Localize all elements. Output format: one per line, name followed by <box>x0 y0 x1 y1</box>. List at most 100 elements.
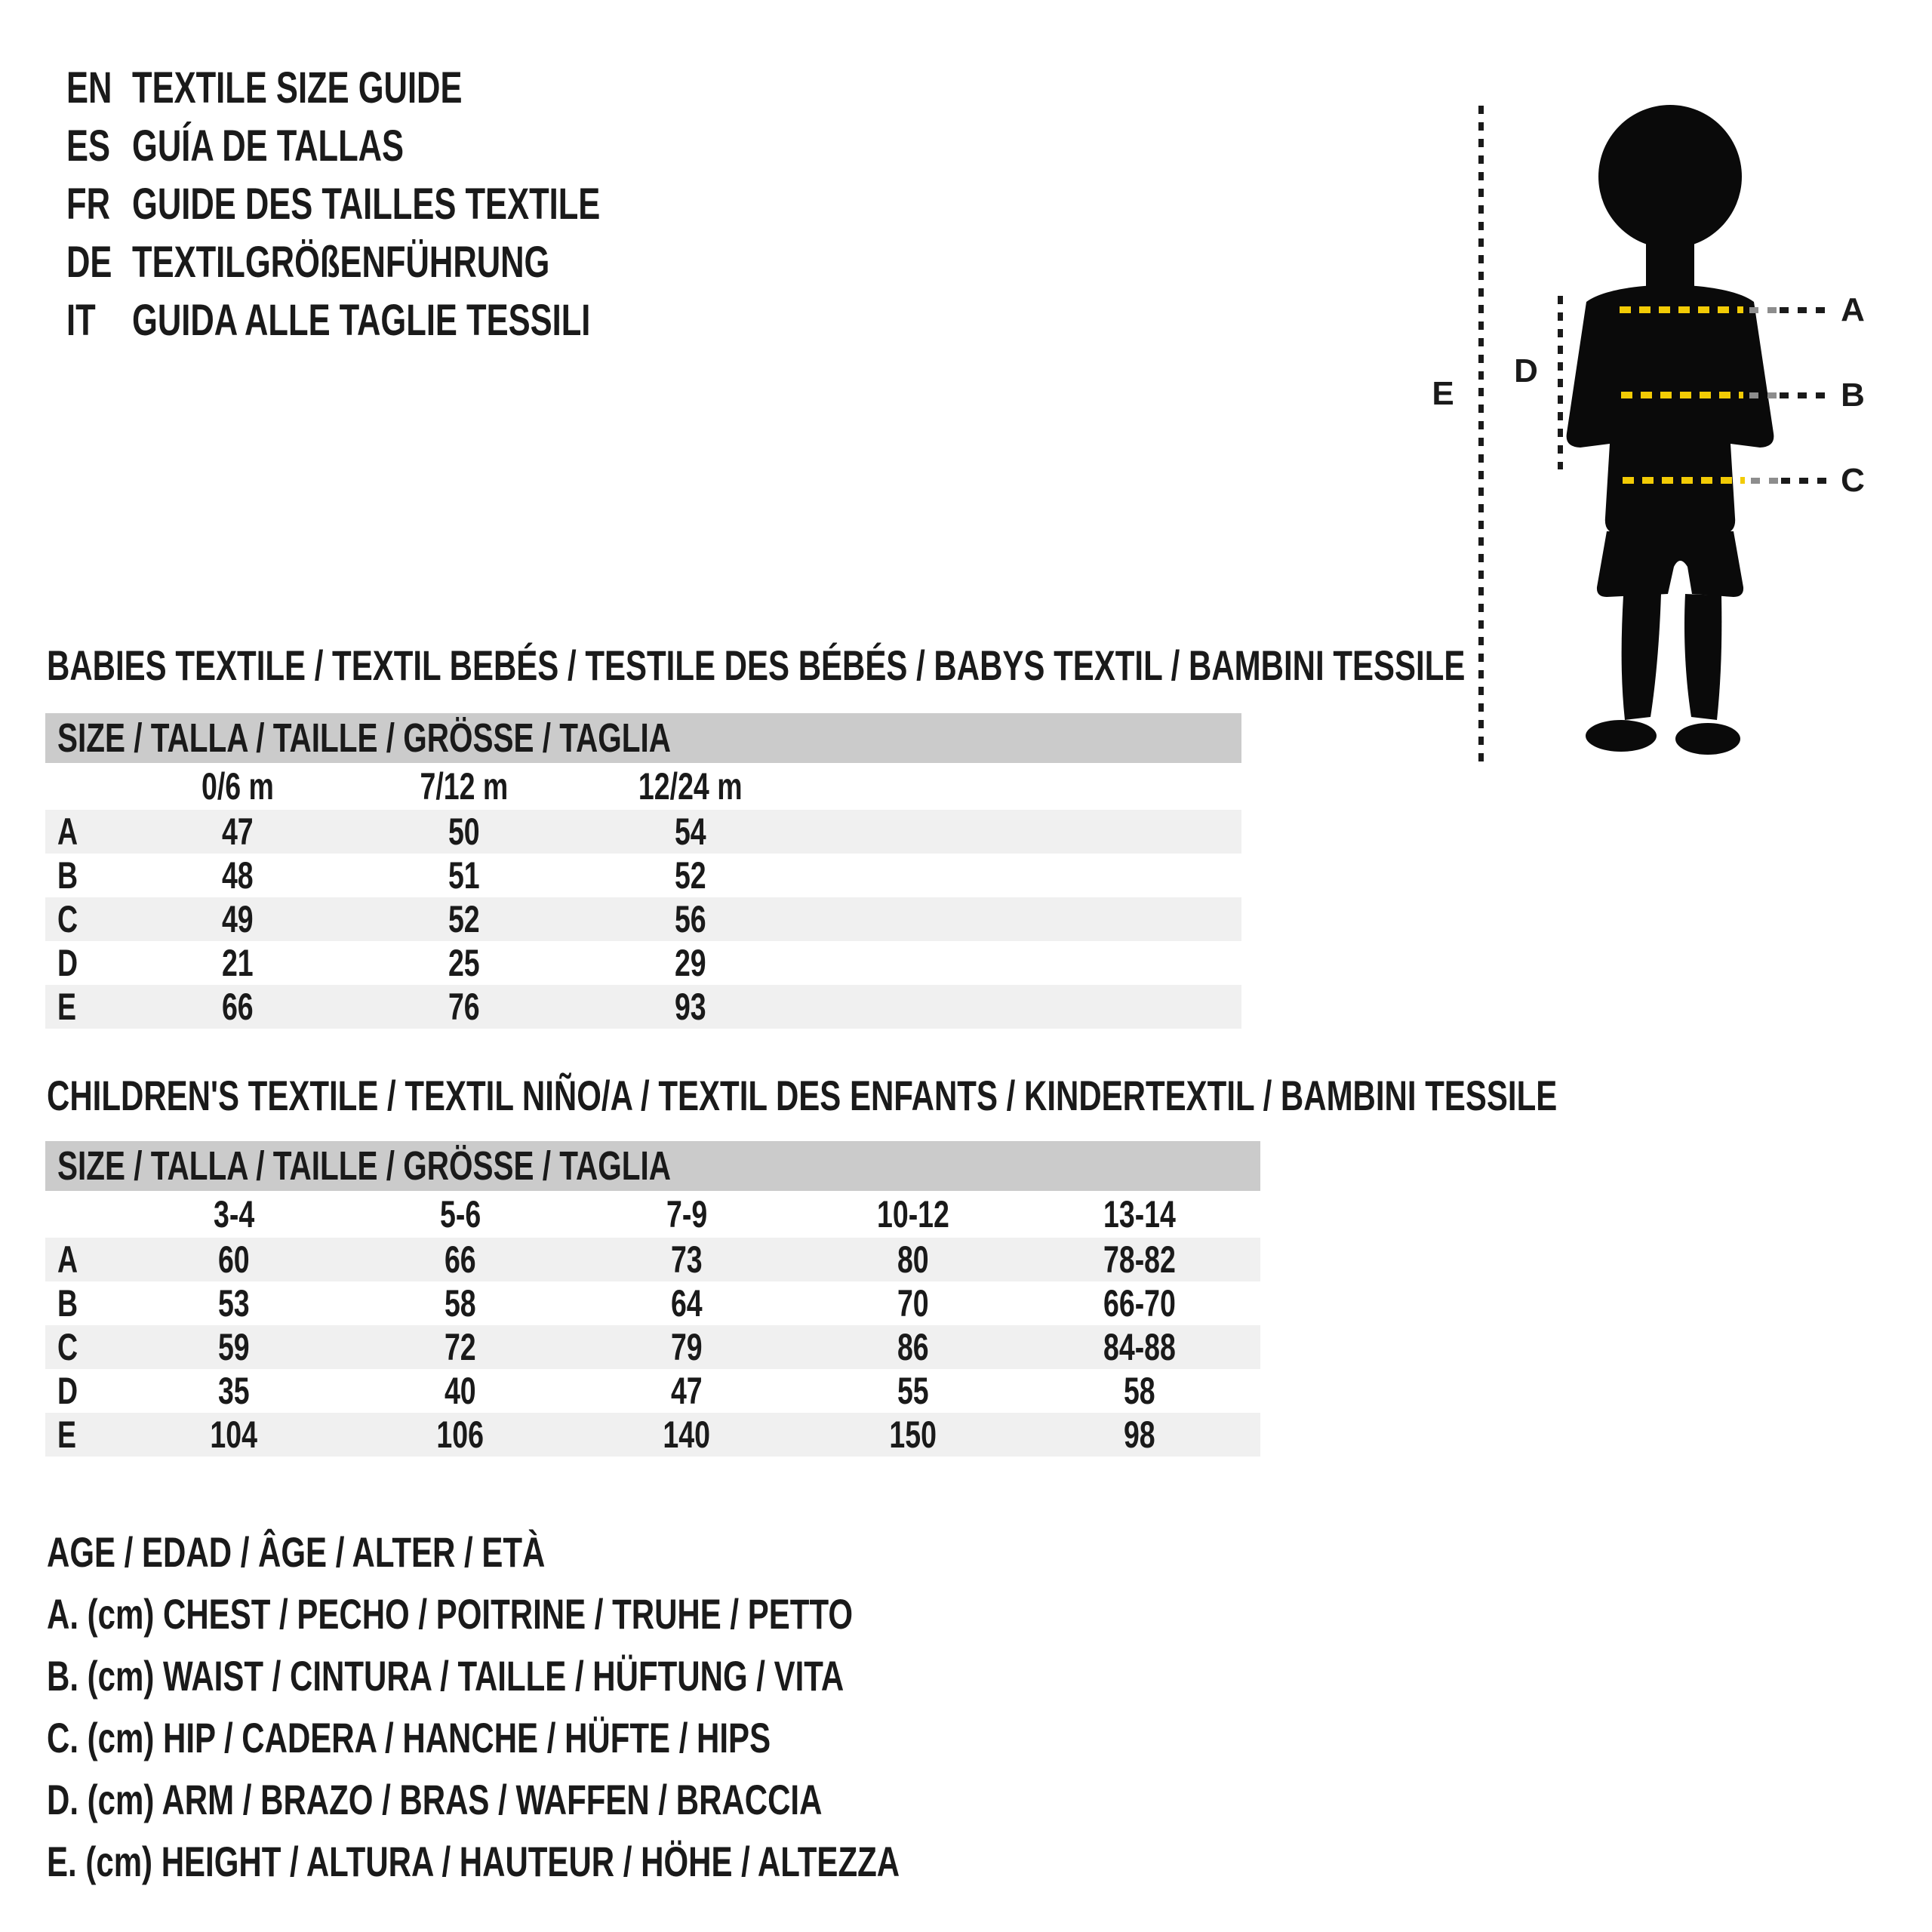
measurement-legend: AGE / EDAD / ÂGE / ALTER / ETÀ A. (cm) C… <box>47 1521 1184 1893</box>
children-col-3-4: 3-4 <box>213 1193 255 1235</box>
cell-value: 66 <box>445 1238 476 1281</box>
cell-value: 106 <box>436 1414 485 1456</box>
cell-value: 79 <box>671 1326 703 1368</box>
table-row: A 60 66 73 80 78-82 <box>45 1238 1260 1281</box>
measurement-figure: A B C D E <box>1419 60 1932 815</box>
cell-value: 86 <box>897 1326 929 1368</box>
cell-value: 64 <box>671 1282 703 1324</box>
cell-value: 60 <box>218 1238 250 1281</box>
language-code: IT <box>66 296 96 345</box>
cell-value: 78-82 <box>1103 1238 1176 1281</box>
guide-title-fr: GUIDE DES TAILLES TEXTILE <box>132 180 601 229</box>
cell-value: 54 <box>675 811 706 853</box>
table-row: D 21 25 29 <box>45 941 1241 985</box>
children-size-header-bar: SIZE / TALLA / TAILLE / GRÖSSE / TAGLIA <box>45 1141 1260 1191</box>
language-code: ES <box>66 122 111 171</box>
cell-value: 25 <box>448 942 480 984</box>
cell-value: 29 <box>675 942 706 984</box>
table-row: B 53 58 64 70 66-70 <box>45 1281 1260 1325</box>
silhouette-shorts <box>1596 531 1744 597</box>
silhouette-right-shoe <box>1675 723 1740 755</box>
cell-value: 140 <box>663 1414 711 1456</box>
babies-column-headers: 0/6 m 7/12 m 12/24 m <box>45 763 1241 810</box>
hip-leader-fade <box>1751 478 1778 484</box>
row-label: D <box>57 1370 78 1412</box>
babies-col-0-6m: 0/6 m <box>202 765 274 808</box>
chest-leader-fade <box>1749 307 1777 313</box>
babies-col-12-24m: 12/24 m <box>638 765 743 808</box>
row-label: D <box>57 942 78 984</box>
cell-value: 58 <box>1124 1370 1155 1412</box>
cell-value: 50 <box>448 811 480 853</box>
hip-measure-line-c <box>1623 477 1745 484</box>
cell-value: 58 <box>445 1282 476 1324</box>
table-row: D 35 40 47 55 58 <box>45 1369 1260 1413</box>
cell-value: 66-70 <box>1103 1282 1176 1324</box>
cell-value: 59 <box>218 1326 250 1368</box>
silhouette-shirt <box>1566 285 1774 534</box>
row-label: A <box>57 1238 78 1281</box>
row-label: E <box>57 986 77 1028</box>
cell-value: 48 <box>222 854 254 897</box>
cell-value: 73 <box>671 1238 703 1281</box>
cell-value: 76 <box>448 986 480 1028</box>
cell-value: 52 <box>448 898 480 940</box>
row-label: A <box>57 811 78 853</box>
cell-value: 47 <box>671 1370 703 1412</box>
babies-col-7-12m: 7/12 m <box>420 765 509 808</box>
children-size-table: SIZE / TALLA / TAILLE / GRÖSSE / TAGLIA … <box>45 1141 1260 1457</box>
language-code: DE <box>66 238 112 287</box>
guide-title-en: TEXTILE SIZE GUIDE <box>132 63 463 112</box>
cell-value: 150 <box>889 1414 937 1456</box>
row-label: C <box>57 1326 78 1368</box>
waist-leader-line <box>1780 392 1828 398</box>
language-code: EN <box>66 63 112 112</box>
chest-leader-line <box>1780 307 1828 313</box>
cell-value: 47 <box>222 811 254 853</box>
children-column-headers: 3-4 5-6 7-9 10-12 13-14 <box>45 1191 1260 1238</box>
figure-label-a: A <box>1841 291 1865 328</box>
guide-title-it: GUIDA ALLE TAGLIE TESSILI <box>132 296 591 345</box>
table-row: E 66 76 93 <box>45 985 1241 1029</box>
children-col-13-14: 13-14 <box>1103 1193 1176 1235</box>
cell-value: 40 <box>445 1370 476 1412</box>
row-label: C <box>57 898 78 940</box>
figure-label-d: D <box>1514 352 1538 389</box>
legend-waist: B. (cm) WAIST / CINTURA / TAILLE / HÜFTU… <box>47 1652 844 1700</box>
waist-leader-fade <box>1749 392 1777 398</box>
cell-value: 80 <box>897 1238 929 1281</box>
cell-value: 53 <box>218 1282 250 1324</box>
silhouette-head <box>1598 105 1742 248</box>
legend-hip: C. (cm) HIP / CADERA / HANCHE / HÜFTE / … <box>47 1714 771 1761</box>
guide-title-de: TEXTILGRÖßENFÜHRUNG <box>132 238 550 287</box>
chest-measure-line-a <box>1620 306 1743 313</box>
cell-value: 93 <box>675 986 706 1028</box>
row-label: B <box>57 854 78 897</box>
legend-age: AGE / EDAD / ÂGE / ALTER / ETÀ <box>47 1528 546 1576</box>
figure-label-b: B <box>1841 377 1865 414</box>
guide-title-es: GUÍA DE TALLAS <box>132 122 405 171</box>
cell-value: 72 <box>445 1326 476 1368</box>
cell-value: 51 <box>448 854 480 897</box>
figure-label-e: E <box>1432 375 1454 412</box>
children-section-title: CHILDREN'S TEXTILE / TEXTIL NIÑO/A / TEX… <box>47 1072 1558 1119</box>
legend-height: E. (cm) HEIGHT / ALTURA / HAUTEUR / HÖHE… <box>47 1838 900 1885</box>
language-code: FR <box>66 180 110 229</box>
cell-value: 70 <box>897 1282 929 1324</box>
cell-value: 56 <box>675 898 706 940</box>
cell-value: 21 <box>222 942 254 984</box>
legend-chest: A. (cm) CHEST / PECHO / POITRINE / TRUHE… <box>47 1590 854 1638</box>
waist-measure-line-b <box>1621 392 1743 398</box>
row-label: B <box>57 1282 78 1324</box>
height-measure-line-e <box>1478 106 1484 762</box>
cell-value: 35 <box>218 1370 250 1412</box>
cell-value: 98 <box>1124 1414 1155 1456</box>
child-silhouette-image <box>1566 105 1774 755</box>
cell-value: 55 <box>897 1370 929 1412</box>
cell-value: 52 <box>675 854 706 897</box>
children-col-7-9: 7-9 <box>666 1193 708 1235</box>
children-col-5-6: 5-6 <box>439 1193 481 1235</box>
cell-value: 49 <box>222 898 254 940</box>
table-row: A 47 50 54 <box>45 810 1241 854</box>
arm-measure-line-d <box>1558 296 1563 469</box>
